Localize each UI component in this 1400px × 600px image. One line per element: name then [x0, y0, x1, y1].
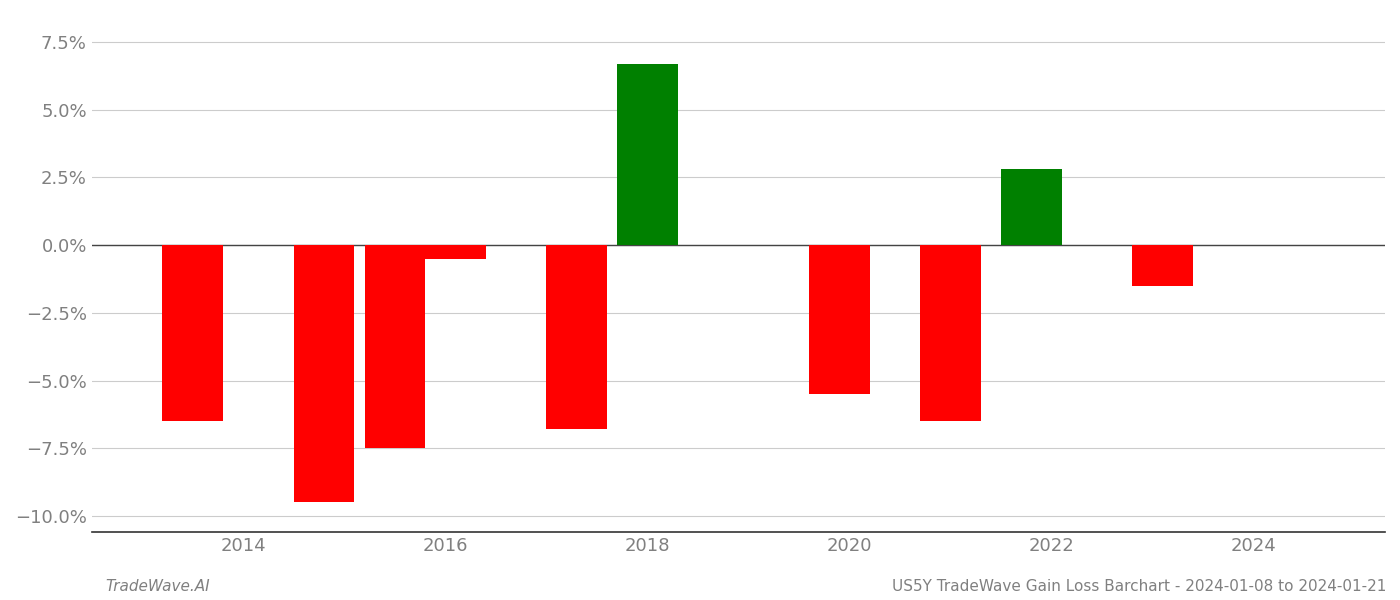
Bar: [426, 245, 486, 259]
Text: US5Y TradeWave Gain Loss Barchart - 2024-01-08 to 2024-01-21: US5Y TradeWave Gain Loss Barchart - 2024…: [892, 579, 1386, 594]
Bar: [1001, 169, 1061, 245]
Bar: [162, 245, 223, 421]
Bar: [546, 245, 608, 429]
Bar: [294, 245, 354, 502]
Bar: [920, 245, 981, 421]
Bar: [1133, 245, 1193, 286]
Bar: [617, 64, 678, 245]
Bar: [364, 245, 426, 448]
Text: TradeWave.AI: TradeWave.AI: [105, 579, 210, 594]
Bar: [809, 245, 869, 394]
